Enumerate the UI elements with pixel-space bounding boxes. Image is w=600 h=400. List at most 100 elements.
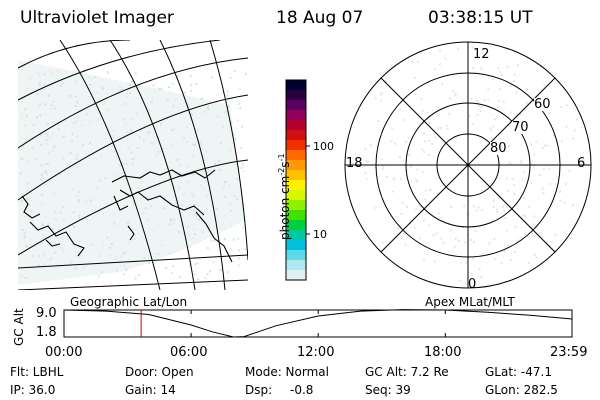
polar-speckle-dot [480,106,483,108]
speckle-dot [58,237,61,240]
polar-speckle-dot [431,143,434,145]
speckle-dot [21,228,24,231]
speckle-dot [125,131,128,134]
speckle-dot [31,147,34,150]
speckle-dot [54,218,57,221]
speckle-dot [227,105,230,108]
speckle-dot [109,126,112,129]
speckle-dot [70,261,73,264]
polar-speckle-dot [506,189,509,192]
speckle-dot [24,108,27,111]
polar-speckle-dot [434,68,437,71]
speckle-dot [238,102,240,105]
speckle-dot [224,195,227,198]
speckle-dot [121,88,124,91]
speckle-dot [104,177,107,180]
polar-speckle-dot [377,119,380,122]
speckle-dot [50,104,53,107]
polar-speckle-dot [405,140,408,143]
polar-speckle-dot [446,127,449,130]
polar-speckle-dot [545,241,548,244]
speckle-dot [89,121,92,123]
polar-speckle-dot [396,216,399,219]
speckle-dot [173,218,176,221]
polar-speckle-dot [464,241,467,244]
speckle-dot [45,162,48,165]
speckle-dot [226,110,229,113]
speckle-dot [179,232,182,235]
polar-speckle-dot [423,198,426,201]
polar-speckle-dot [351,162,354,165]
polar-speckle-dot [407,153,410,156]
polar-speckle-dot [481,252,484,255]
speckle-dot [240,167,243,169]
speckle-dot [148,131,151,134]
polar-speckle-dot [527,205,530,208]
polar-speckle-dot [492,77,494,80]
speckle-dot [128,84,131,86]
speckle-dot [172,265,175,268]
speckle-dot [47,163,50,166]
speckle-dot [43,263,45,266]
polar-speckle-dot [423,132,425,135]
polar-speckle-dot [454,245,457,248]
speckle-dot [49,138,52,141]
speckle-dot [53,145,56,148]
speckle-dot [74,267,77,270]
speckle-dot [235,178,238,180]
polar-speckle-dot [440,216,443,219]
speckle-dot [170,219,173,222]
speckle-dot [109,253,112,256]
speckle-dot [59,84,62,87]
speckle-dot [116,269,119,272]
speckle-dot [164,267,167,270]
speckle-dot [181,204,184,207]
speckle-dot [47,135,49,138]
speckle-dot [194,233,196,236]
polar-speckle-dot [444,57,447,60]
speckle-dot [177,187,180,190]
polar-speckle-dot [533,165,536,168]
speckle-dot [20,200,23,203]
speckle-dot [41,203,44,206]
speckle-dot [113,222,116,225]
polar-speckle-dot [472,205,475,208]
speckle-dot [135,112,138,115]
polar-speckle-dot [416,168,419,171]
polar-speckle-dot [438,63,441,66]
polar-speckle-dot [415,207,418,210]
polar-speckle-dot [559,199,562,202]
speckle-dot [36,116,38,119]
polar-speckle-dot [550,123,553,126]
polar-speckle-dot [554,234,557,237]
speckle-dot [50,257,53,260]
polar-speckle-dot [546,144,549,147]
speckle-dot [229,77,232,80]
speckle-dot [75,120,78,123]
polar-speckle-dot [564,231,567,234]
speckle-dot [167,86,170,89]
speckle-dot [176,158,179,161]
speckle-dot [24,276,27,279]
polar-speckle-dot [541,235,544,238]
polar-speckle-dot [424,189,427,192]
polar-speckle-dot [437,127,440,130]
speckle-dot [38,74,41,77]
polar-speckle-dot [533,153,536,156]
speckle-dot [137,186,140,189]
color-bar-segment [286,260,306,271]
speckle-dot [229,150,232,153]
polar-speckle-dot [464,261,467,264]
speckle-dot [74,163,77,166]
polar-speckle-dot [523,109,526,112]
color-bar-segment [286,80,306,91]
speckle-dot [190,84,193,86]
speckle-dot [216,115,219,118]
speckle-dot [125,162,128,165]
polar-speckle-dot [548,111,551,114]
speckle-dot [23,235,26,238]
polar-speckle-dot [364,172,367,174]
speckle-dot [242,203,245,206]
speckle-dot [75,95,78,98]
speckle-dot [129,91,131,94]
